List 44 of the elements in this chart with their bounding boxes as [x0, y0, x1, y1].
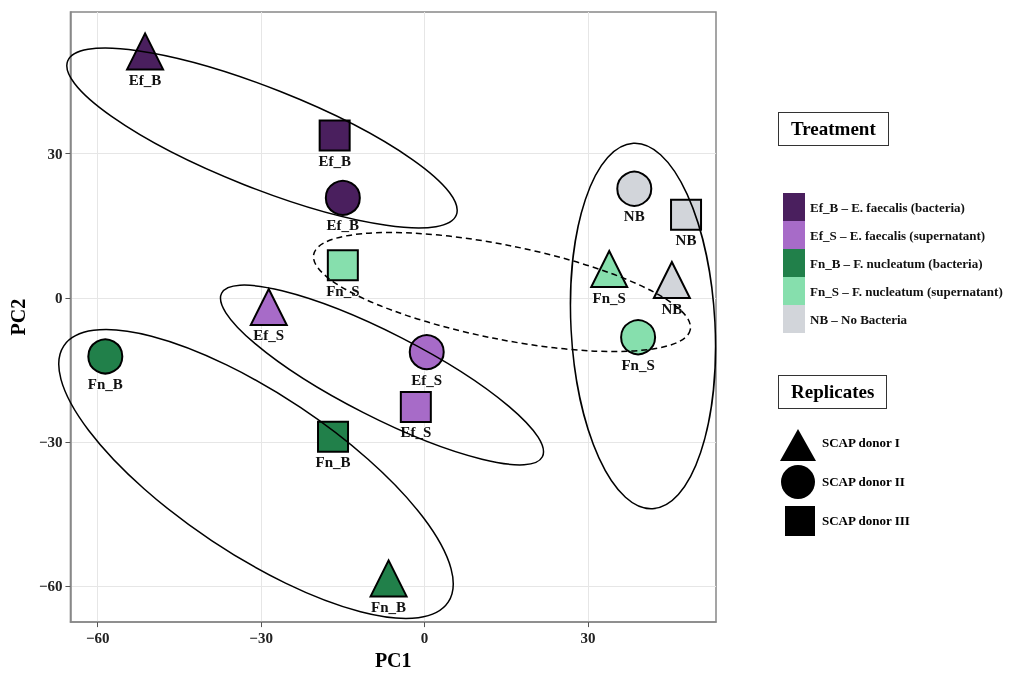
- data-label: Fn_B: [87, 375, 123, 392]
- data-label: Fn_S: [621, 356, 655, 373]
- point: [249, 287, 288, 326]
- data-label: Fn_B: [315, 454, 351, 471]
- point: [87, 338, 124, 375]
- y-tick-label: −30: [38, 433, 63, 450]
- data-label: NB: [661, 300, 683, 317]
- point: [324, 179, 361, 216]
- data-label: Ef_S: [253, 327, 285, 344]
- data-label: Fn_S: [326, 282, 360, 299]
- data-label: Fn_B: [371, 598, 407, 615]
- data-label: Ef_B: [326, 217, 360, 234]
- x-tick-label: 30: [580, 629, 596, 646]
- data-label: Ef_B: [318, 152, 351, 169]
- legend-title: Treatment: [778, 112, 889, 146]
- point: [369, 559, 408, 598]
- data-label: Ef_S: [411, 371, 443, 388]
- text: SCAP donor III: [822, 513, 910, 529]
- y-axis-title: PC2: [7, 298, 29, 336]
- legend-label: Ef_B – E. faecalis (bacteria): [810, 199, 965, 215]
- x-tick-label: −30: [249, 629, 273, 646]
- point: [408, 334, 445, 371]
- text: SCAP donor I: [822, 435, 900, 451]
- data-label: NB: [623, 208, 645, 225]
- point: [590, 250, 629, 289]
- y-tick-label: 30: [47, 145, 63, 162]
- legend-label: NB – No Bacteria: [810, 311, 908, 327]
- legend-label: Fn_B – F. nucleatum (bacteria): [810, 255, 983, 271]
- data-label: Ef_B: [128, 71, 162, 88]
- legend-label: Fn_S – F. nucleatum (supernatant): [810, 283, 1003, 299]
- x-tick-label: 0: [420, 629, 429, 646]
- y-tick-label: 0: [54, 289, 63, 306]
- point: [620, 319, 657, 356]
- legend-label: Ef_S – E. faecalis (supernatant): [810, 227, 986, 243]
- point: [652, 261, 691, 300]
- text: SCAP donor II: [822, 474, 905, 490]
- x-tick-label: −60: [85, 629, 110, 646]
- text: Replicates: [778, 375, 888, 409]
- y-tick-label: −60: [38, 578, 63, 595]
- point: [616, 170, 653, 207]
- data-label: Fn_S: [592, 289, 626, 306]
- point: [126, 32, 165, 71]
- x-axis-title: PC1: [374, 649, 412, 671]
- data-label: NB: [675, 232, 697, 249]
